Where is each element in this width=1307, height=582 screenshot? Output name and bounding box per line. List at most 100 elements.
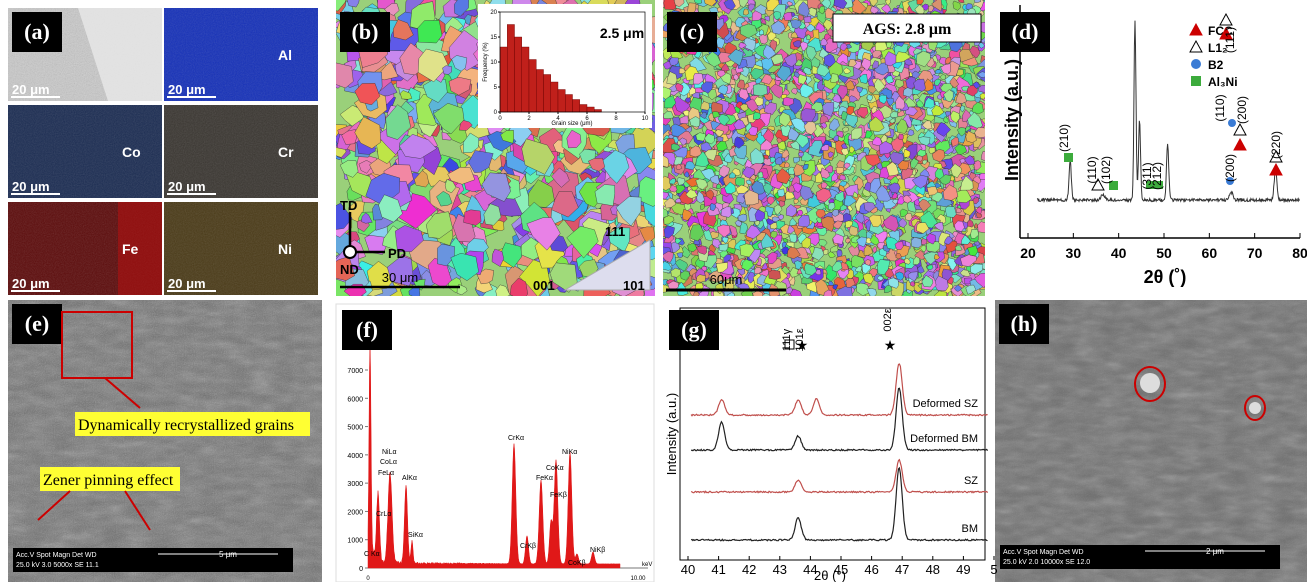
axis-label: Intensity (a.u.) (1002, 59, 1022, 181)
legend-marker (1190, 41, 1202, 52)
hist-bar (529, 60, 536, 113)
grain (700, 205, 704, 210)
grain (823, 249, 828, 255)
element-label: Fe (122, 241, 139, 257)
phase-marker: ★ (884, 337, 897, 353)
y-tick-label: 7000 (347, 368, 363, 375)
element-label: Ni (278, 241, 292, 257)
x-tick-label: 50 (1156, 245, 1172, 261)
element-label: Co (122, 144, 141, 160)
grain (790, 234, 797, 243)
hist-bar (565, 95, 572, 113)
particle (1249, 402, 1261, 414)
peak-label: C Kα (364, 551, 380, 558)
phase-marker (1234, 139, 1246, 150)
grain (911, 237, 922, 248)
grain (694, 292, 700, 299)
grain (831, 74, 839, 83)
x-tick-label: 10.00 (630, 576, 646, 582)
panel-label: (h) (1011, 311, 1038, 336)
curve-label: SZ (964, 475, 978, 487)
phase-marker: ★ (796, 337, 809, 353)
scale-bar-label: 60μm (710, 272, 743, 287)
axis-label: 2θ (˚) (1144, 267, 1187, 287)
peak-label: (110) (1213, 94, 1227, 121)
info-text: Acc.V Spot Magn Det WD (16, 552, 97, 559)
grain (697, 275, 706, 283)
hist-bar (558, 90, 565, 113)
x-tick-label: 5 (990, 562, 997, 577)
ipf-label: 101 (623, 278, 645, 293)
y-tick-label: 1000 (347, 538, 363, 545)
ipf-label: 111 (605, 224, 625, 239)
annotation: AGS: 2.8 μm (863, 21, 952, 38)
x-tick-label: 41 (711, 562, 725, 577)
x-tick-label: 60 (1202, 245, 1218, 261)
hist-bar (500, 47, 507, 112)
y-tick-label: 15 (490, 35, 497, 41)
panel-label: (b) (352, 19, 379, 44)
annotation: Dynamically recrystallized grains (78, 417, 294, 434)
x-tick-label: 47 (895, 562, 909, 577)
phase-marker (1064, 153, 1073, 162)
x-tick-label: 40 (681, 562, 695, 577)
axis-label: Grain size (μm) (551, 121, 592, 127)
legend-marker (1190, 24, 1202, 35)
peak-label: NiLα (382, 449, 397, 456)
hist-bar (573, 100, 580, 113)
grain (719, 244, 728, 252)
annotation: Zener pinning effect (43, 472, 174, 489)
peak-label: CrLα (376, 511, 391, 518)
peak-label: 002ε (882, 308, 894, 331)
panel-label: (g) (681, 317, 707, 342)
peak-label: (110) (1085, 156, 1099, 183)
axis-label: 2θ (°) (814, 568, 846, 582)
axis-name: ND (340, 262, 359, 277)
legend-label: B2 (1208, 58, 1224, 72)
grain (639, 177, 667, 207)
peak-label: CoLα (380, 459, 397, 466)
peak-label: FeKβ (550, 492, 567, 499)
hist-bar (507, 25, 514, 113)
info-text: 25.0 kV 3.0 5000x SE 11.1 (16, 562, 99, 569)
particle (1140, 373, 1160, 393)
peak-label: CrKα (508, 435, 524, 442)
grain (769, 270, 781, 280)
x-tick-label: 42 (742, 562, 756, 577)
peak-label: FeLα (378, 470, 394, 477)
y-tick-label: 0 (359, 566, 363, 573)
peak-label: (220) (1269, 131, 1283, 159)
info-text: 25.0 kV 2.0 10000x SE 12.0 (1003, 559, 1090, 566)
peak-label: (102) (1099, 156, 1113, 184)
hist-bar (580, 105, 587, 113)
grain (945, 206, 956, 217)
axis-symbol (344, 246, 356, 258)
element-label: Cr (278, 144, 294, 160)
axis-label: Frequency (%) (483, 42, 489, 81)
y-tick-label: 10 (490, 60, 497, 66)
scale-bar-label: 20 μm (168, 276, 206, 291)
info-text: Acc.V Spot Magn Det WD (1003, 549, 1084, 556)
grain (753, 84, 767, 96)
peak-label: NiKβ (590, 547, 605, 554)
axis-label: Intensity (a.u.) (664, 393, 679, 475)
phase-marker (1270, 164, 1282, 175)
peak-label: (212) (1150, 162, 1164, 190)
curve-label: BM (962, 523, 979, 535)
axis-unit: keV (642, 562, 652, 568)
hist-bar (522, 47, 529, 112)
y-tick-label: 20 (490, 10, 497, 16)
hist-bar (515, 37, 522, 112)
ipf-label: 001 (533, 278, 555, 293)
xrd-pattern (1037, 21, 1300, 202)
panel-label: (a) (24, 19, 50, 44)
element-label: Al (278, 47, 292, 63)
curve-label: Deformed SZ (913, 398, 979, 410)
scale-bar-label: 20 μm (12, 179, 50, 194)
peak-label: CoKα (546, 465, 564, 472)
grain (443, 66, 452, 75)
scale-bar-label: 20 μm (168, 179, 206, 194)
peak-label: CrKβ (520, 543, 536, 550)
x-tick-label: 40 (1111, 245, 1127, 261)
grain (710, 232, 718, 239)
